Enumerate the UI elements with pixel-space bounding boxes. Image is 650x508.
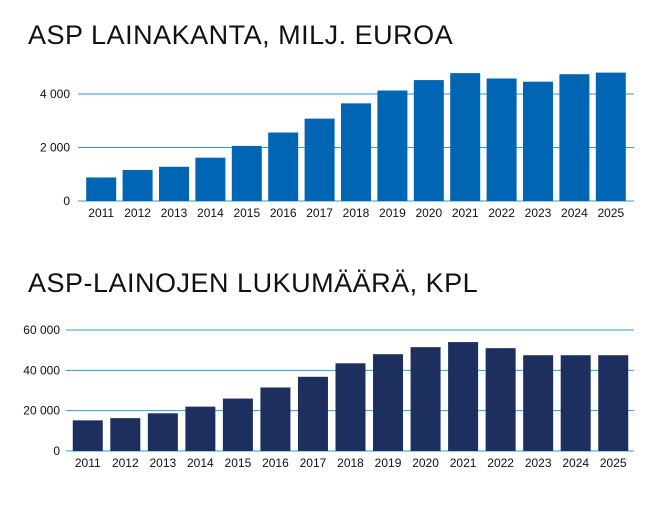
loan-count-y-tick-label: 40 000 (23, 363, 60, 377)
loan-stock-chart: 0 2 000 4 000 2011 2012 2013 2014 2015 2016 2017 2… (40, 72, 634, 220)
loan-count-x-tick-label: 2012 (112, 456, 139, 470)
loan-stock-bar (231, 145, 262, 201)
loan-stock-x-tick-label: 2021 (452, 206, 479, 220)
loan-count-bar (222, 398, 253, 451)
loan-stock-y-tick-label: 0 (63, 194, 70, 208)
loan-stock-x-tick-label: 2012 (124, 206, 151, 220)
loan-stock-x-tick-label: 2011 (88, 206, 114, 220)
loan-stock-bar (559, 74, 590, 201)
loan-count-bar (260, 387, 291, 451)
loan-stock-x-tick-label: 2013 (161, 206, 188, 220)
loan-stock-bar (450, 73, 481, 201)
loan-count-x-tick-label: 2025 (600, 456, 627, 470)
loan-stock-bar (159, 166, 189, 201)
loan-stock-x-tick-label: 2014 (197, 206, 224, 220)
loan-stock-x-tick-label: 2015 (233, 206, 260, 220)
loan-stock-x-tick-label: 2017 (306, 206, 333, 220)
loan-count-bar (110, 418, 141, 451)
loan-count-x-tick-label: 2011 (75, 456, 101, 470)
loan-count-x-tick-label: 2017 (300, 456, 327, 470)
loan-count-bar (448, 342, 479, 451)
loan-count-bar (410, 347, 441, 451)
loan-count-y-tick-label: 0 (53, 444, 60, 458)
loan-stock-x-tick-label: 2023 (525, 206, 552, 220)
loan-stock-x-tick-label: 2016 (270, 206, 297, 220)
loan-count-x-tick-label: 2023 (525, 456, 552, 470)
loan-count-x-tick-label: 2020 (412, 456, 439, 470)
loan-stock-bar (523, 81, 553, 201)
loan-stock-bar (304, 118, 335, 201)
loan-stock-bar (268, 132, 299, 201)
loan-count-bar (72, 420, 103, 451)
loan-count-x-tick-label: 2021 (450, 456, 477, 470)
loan-count-bar (485, 348, 516, 451)
loan-stock-x-tick-label: 2022 (488, 206, 515, 220)
loan-count-chart-title: ASP-LAINOJEN LUKUMÄÄRÄ, KPL (28, 268, 479, 298)
loan-count-x-tick-label: 2015 (225, 456, 252, 470)
loan-stock-bar (341, 103, 371, 201)
loan-stock-bar (86, 177, 117, 201)
loan-count-bar (297, 376, 328, 451)
loan-stock-x-tick-label: 2019 (379, 206, 406, 220)
loan-stock-y-tick-label: 4 000 (40, 87, 70, 101)
loan-count-x-tick-label: 2013 (149, 456, 176, 470)
loan-count-x-tick-label: 2014 (187, 456, 214, 470)
loan-count-x-tick-label: 2024 (562, 456, 589, 470)
loan-count-bar (373, 354, 404, 451)
loan-count-bar (185, 406, 216, 451)
loan-count-y-tick-label: 60 000 (23, 323, 60, 337)
loan-stock-chart-title: ASP LAINAKANTA, MILJ. EUROA (28, 20, 454, 50)
loan-count-bar (598, 355, 629, 451)
loan-count-bar (560, 355, 591, 451)
loan-stock-x-tick-label: 2024 (561, 206, 588, 220)
loan-count-bar (523, 355, 554, 451)
loan-stock-x-tick-label: 2020 (415, 206, 442, 220)
loan-stock-bar (486, 78, 517, 201)
loan-stock-bar (195, 157, 226, 201)
loan-stock-bar (595, 72, 626, 201)
loan-stock-bar (122, 169, 153, 201)
loan-count-bar (147, 413, 178, 451)
loan-count-bar (335, 363, 366, 451)
loan-stock-bar (377, 90, 408, 201)
loan-stock-x-tick-label: 2018 (343, 206, 370, 220)
loan-count-y-tick-label: 20 000 (23, 404, 60, 418)
loan-stock-x-tick-label: 2025 (597, 206, 624, 220)
loan-count-x-tick-label: 2016 (262, 456, 289, 470)
loan-count-x-tick-label: 2022 (487, 456, 514, 470)
loan-count-x-tick-label: 2019 (375, 456, 402, 470)
loan-stock-bar (413, 80, 444, 201)
loan-count-x-tick-label: 2018 (337, 456, 364, 470)
loan-stock-y-tick-label: 2 000 (40, 141, 70, 155)
